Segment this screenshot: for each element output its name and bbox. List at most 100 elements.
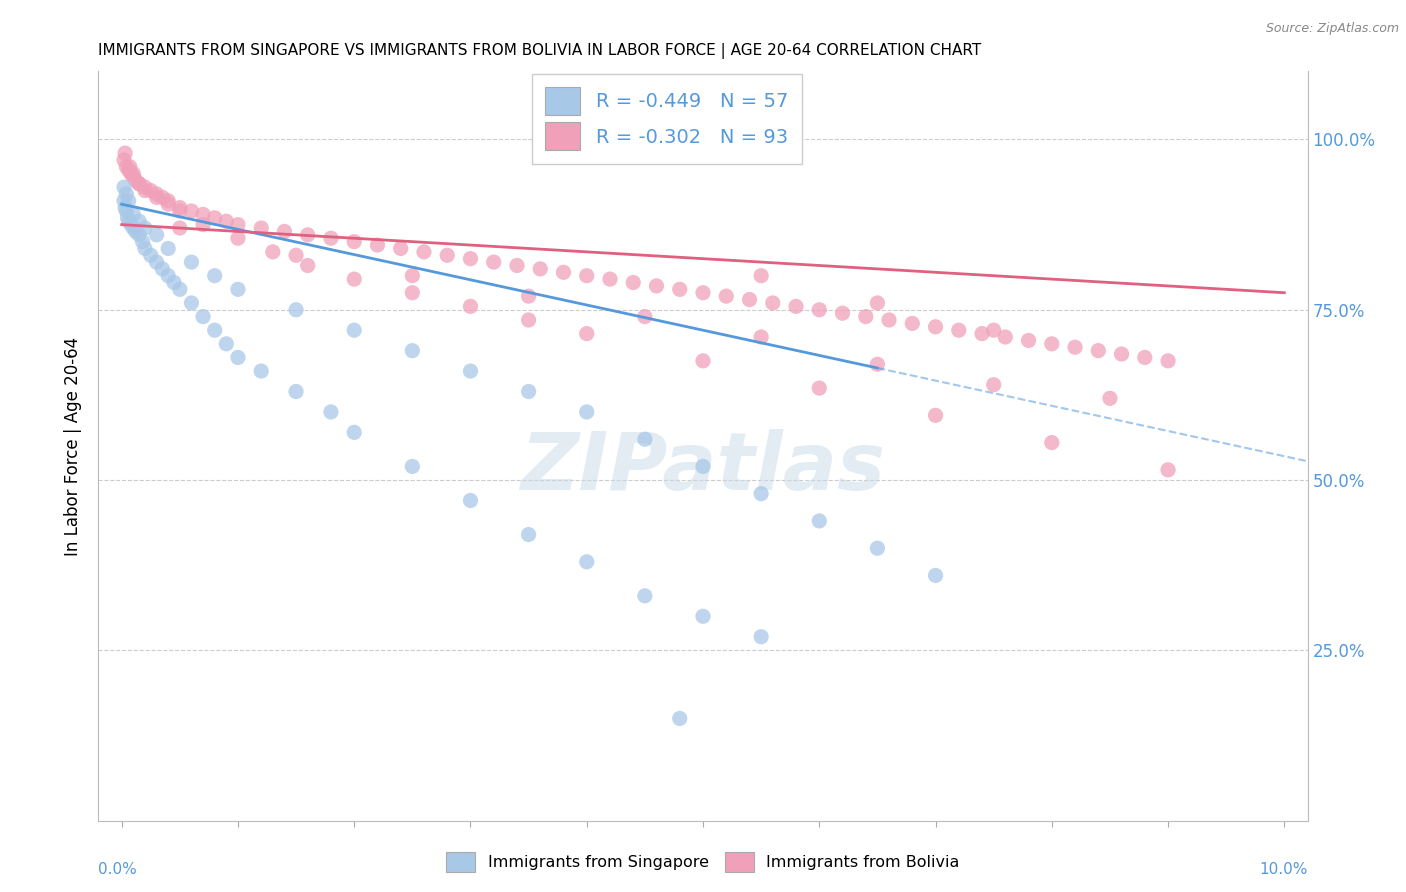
Point [145,227,167,242]
Point [297,259,319,273]
Point [122,207,145,221]
Point [204,268,226,283]
Point [599,272,621,286]
Point [1018,334,1040,348]
Point [901,317,924,331]
Point [157,242,180,256]
Point [1133,351,1156,365]
Point [215,336,238,351]
Point [134,184,156,198]
Point [118,160,141,174]
Point [668,711,690,725]
Point [157,268,180,283]
Point [191,218,214,232]
Point [634,589,657,603]
Point [204,211,226,225]
Point [226,351,249,365]
Point [529,261,551,276]
Point [226,231,249,245]
Point [226,282,249,296]
Point [139,184,162,198]
Point [163,276,186,290]
Text: 0.0%: 0.0% [98,862,138,877]
Point [482,255,505,269]
Point [118,214,141,228]
Point [692,609,714,624]
Point [319,231,342,245]
Point [150,190,173,204]
Point [250,364,273,378]
Point [297,227,319,242]
Point [114,201,136,215]
Point [401,285,423,300]
Point [855,310,877,324]
Point [866,296,889,310]
Point [343,425,366,440]
Point [226,218,249,232]
Point [692,459,714,474]
Point [1064,340,1087,354]
Point [575,268,598,283]
Point [877,313,900,327]
Point [180,255,202,269]
Point [118,194,141,208]
Point [749,630,772,644]
Point [117,211,139,225]
Point [180,204,202,219]
Point [319,405,342,419]
Point [692,354,714,368]
Point [808,381,831,395]
Point [460,252,482,266]
Point [924,568,946,582]
Point [401,343,423,358]
Point [191,207,214,221]
Point [112,194,135,208]
Point [204,323,226,337]
Legend: R = -0.449   N = 57, R = -0.302   N = 93: R = -0.449 N = 57, R = -0.302 N = 93 [531,73,801,163]
Point [139,248,162,262]
Point [285,302,308,317]
Point [749,330,772,344]
Point [575,405,598,419]
Point [716,289,738,303]
Point [460,299,482,313]
Point [128,177,150,191]
Point [343,272,366,286]
Point [134,180,156,194]
Point [366,238,388,252]
Point [738,293,761,307]
Point [983,323,1005,337]
Point [668,282,690,296]
Point [1040,435,1063,450]
Point [128,177,150,191]
Point [118,163,141,178]
Point [575,326,598,341]
Point [785,299,807,313]
Point [808,302,831,317]
Point [343,235,366,249]
Point [762,296,785,310]
Point [517,289,540,303]
Point [250,221,273,235]
Point [128,214,150,228]
Point [169,221,191,235]
Point [948,323,970,337]
Point [749,486,772,500]
Point [692,285,714,300]
Point [145,255,167,269]
Point [389,242,412,256]
Point [749,268,772,283]
Point [866,357,889,371]
Text: IMMIGRANTS FROM SINGAPORE VS IMMIGRANTS FROM BOLIVIA IN LABOR FORCE | AGE 20-64 : IMMIGRANTS FROM SINGAPORE VS IMMIGRANTS … [98,43,981,59]
Point [621,276,644,290]
Point [157,194,180,208]
Point [553,265,575,279]
Point [122,221,145,235]
Point [924,409,946,423]
Point [634,310,657,324]
Legend: Immigrants from Singapore, Immigrants from Bolivia: Immigrants from Singapore, Immigrants fr… [439,844,967,880]
Point [436,248,458,262]
Point [517,384,540,399]
Y-axis label: In Labor Force | Age 20-64: In Labor Force | Age 20-64 [65,336,83,556]
Point [460,364,482,378]
